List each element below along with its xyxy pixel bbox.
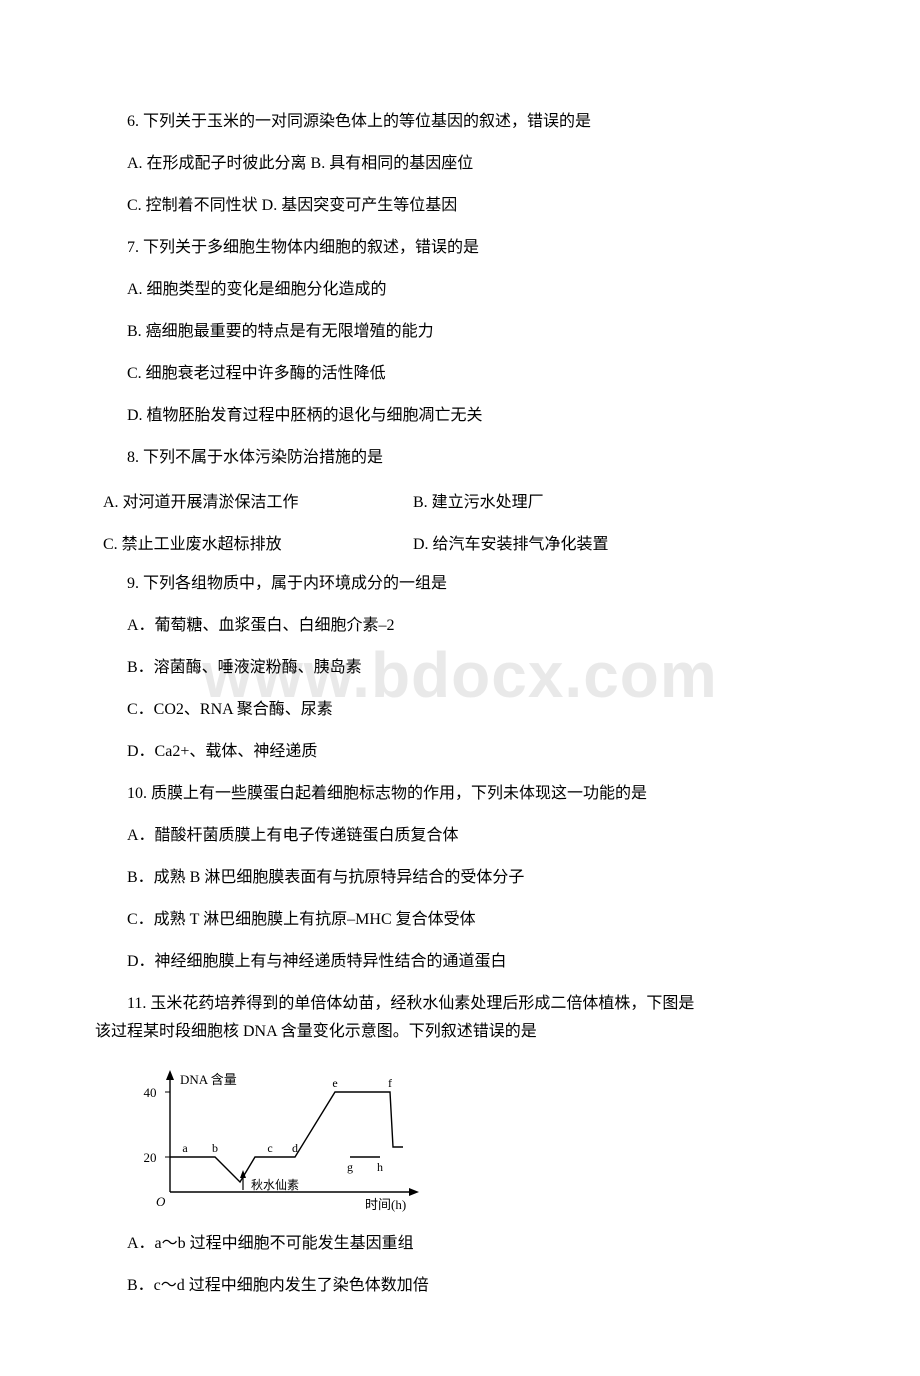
svg-text:O: O [156, 1194, 166, 1209]
q9-optC: C．CO2、RNA 聚合酶、尿素 [95, 698, 825, 722]
q6-stem: 6. 下列关于玉米的一对同源染色体上的等位基因的叙述，错误的是 [95, 110, 825, 134]
document-content: 6. 下列关于玉米的一对同源染色体上的等位基因的叙述，错误的是 A. 在形成配子… [95, 110, 825, 1298]
svg-text:b: b [212, 1141, 218, 1155]
svg-text:时间(h): 时间(h) [365, 1197, 406, 1212]
q10-optC: C．成熟 T 淋巴细胞膜上有抗原–MHC 复合体受体 [95, 908, 825, 932]
svg-text:20: 20 [144, 1150, 157, 1165]
q9-optD: D．Ca2+、载体、神经递质 [95, 740, 825, 764]
q8-optB: B. 建立污水处理厂 [413, 488, 825, 512]
q7-optA: A. 细胞类型的变化是细胞分化造成的 [95, 278, 825, 302]
svg-text:DNA 含量: DNA 含量 [180, 1072, 237, 1087]
q7-optC: C. 细胞衰老过程中许多酶的活性降低 [95, 362, 825, 386]
svg-text:g: g [347, 1160, 353, 1174]
q8-stem: 8. 下列不属于水体污染防治措施的是 [95, 446, 825, 470]
q7-stem: 7. 下列关于多细胞生物体内细胞的叙述，错误的是 [95, 236, 825, 260]
svg-text:h: h [377, 1160, 383, 1174]
q11-chart: 20 40 DNA 含量时间(h) Oa b c d e f g h 秋水仙素 [135, 1062, 825, 1212]
dna-chart-svg: 20 40 DNA 含量时间(h) Oa b c d e f g h 秋水仙素 [135, 1062, 435, 1212]
q10-optA: A．醋酸杆菌质膜上有电子传递链蛋白质复合体 [95, 824, 825, 848]
q7-optB: B. 癌细胞最重要的特点是有无限增殖的能力 [95, 320, 825, 344]
svg-text:d: d [292, 1141, 298, 1155]
q6-optCD: C. 控制着不同性状 D. 基因突变可产生等位基因 [95, 194, 825, 218]
q11-optB: B．c～d 过程中细胞内发生了染色体数加倍 [95, 1274, 825, 1298]
svg-text:40: 40 [144, 1085, 157, 1100]
svg-text:秋水仙素: 秋水仙素 [251, 1178, 299, 1192]
q8-optD: D. 给汽车安装排气净化装置 [413, 530, 825, 554]
q8-optA: A. 对河道开展清淤保洁工作 [103, 488, 413, 512]
q9-stem: 9. 下列各组物质中，属于内环境成分的一组是 [95, 572, 825, 596]
q7-optD: D. 植物胚胎发育过程中胚柄的退化与细胞凋亡无关 [95, 404, 825, 428]
q6-optAB: A. 在形成配子时彼此分离 B. 具有相同的基因座位 [95, 152, 825, 176]
svg-text:c: c [267, 1141, 272, 1155]
q8-row2: C. 禁止工业废水超标排放 D. 给汽车安装排气净化装置 [95, 530, 825, 554]
svg-text:f: f [388, 1076, 392, 1090]
q10-optD: D．神经细胞膜上有与神经递质特异性结合的通道蛋白 [95, 950, 825, 974]
q11-stem1: 11. 玉米花药培养得到的单倍体幼苗，经秋水仙素处理后形成二倍体植株，下图是 [95, 992, 825, 1016]
q11-optA: A．a～b 过程中细胞不可能发生基因重组 [95, 1232, 825, 1256]
q10-optB: B．成熟 B 淋巴细胞膜表面有与抗原特异结合的受体分子 [95, 866, 825, 890]
q8-optC: C. 禁止工业废水超标排放 [103, 530, 413, 554]
q9-optA: A．葡萄糖、血浆蛋白、白细胞介素–2 [95, 614, 825, 638]
q9-optB: B．溶菌酶、唾液淀粉酶、胰岛素 [95, 656, 825, 680]
q10-stem: 10. 质膜上有一些膜蛋白起着细胞标志物的作用，下列未体现这一功能的是 [95, 782, 825, 806]
svg-text:a: a [182, 1141, 188, 1155]
svg-text:e: e [332, 1076, 337, 1090]
q8-row1: A. 对河道开展清淤保洁工作 B. 建立污水处理厂 [95, 488, 825, 512]
q11-stem2: 该过程某时段细胞核 DNA 含量变化示意图。下列叙述错误的是 [95, 1020, 825, 1044]
